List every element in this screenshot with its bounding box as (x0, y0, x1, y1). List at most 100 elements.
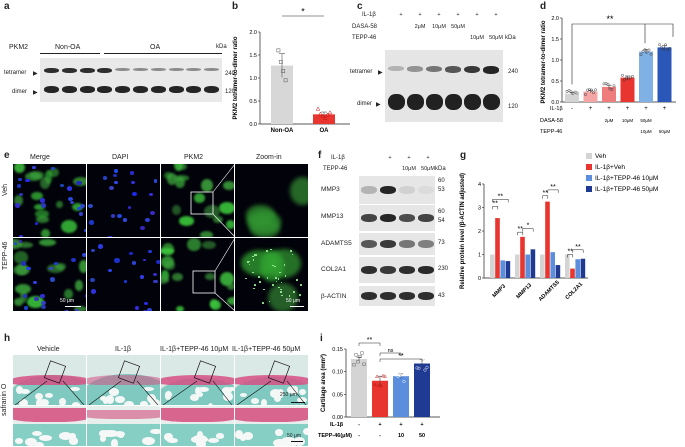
panel-c-blot (385, 50, 503, 122)
panel-h-marrow-space (223, 392, 233, 401)
panel-g-sig-label: * (527, 223, 530, 230)
panel-g-sig-label: ** (498, 193, 504, 200)
panel-c-arrow-tetramer: ▶ (378, 70, 383, 76)
panel-i-y-tick-label: 0.00 (332, 415, 343, 421)
panel-f-band (361, 240, 377, 248)
panel-a-dimer-band (133, 86, 148, 93)
panel-b-point (318, 111, 323, 116)
panel-h-zoom-marrow (275, 429, 284, 436)
panel-c-cond-cell: 50μM (451, 24, 465, 30)
panel-e-nucleus (117, 213, 122, 219)
panel-e-puncta (293, 291, 295, 293)
panel-a-dimer-band (204, 86, 220, 93)
panel-c-cond-label-1: DASA-58 (352, 24, 378, 30)
panel-b-point (315, 106, 321, 111)
panel-e-nucleus (20, 261, 26, 266)
panel-h-scalebar-label: 250 μm (280, 392, 297, 398)
panel-e-nucleus (114, 181, 118, 185)
panel-e-col-pkm2: PKM2 (184, 154, 204, 161)
panel-h-marrow-space (15, 386, 24, 395)
panel-d-cond-cell: 10μM (622, 118, 634, 123)
panel-h-marrow-space (240, 392, 248, 398)
panel-d-point (594, 88, 597, 92)
panel-i-point (383, 374, 387, 378)
panel-i-cond-cell: + (378, 422, 381, 428)
panel-e-nucleus (131, 261, 136, 266)
panel-h-zoom-marrow (207, 438, 220, 444)
panel-h-zoom-image (161, 406, 234, 446)
panel-e-cell-body (78, 259, 86, 274)
panel-c-tetramer-band (426, 66, 442, 73)
panel-g-bar (580, 258, 586, 278)
panel-h-marrow-space (190, 394, 199, 402)
panel-h-zoom-line-left (236, 380, 272, 405)
panel-e-zoom-box-veh (190, 191, 214, 215)
panel-d-y-tick-label: 0.5 (551, 79, 559, 85)
panel-h-marrow-space (292, 386, 299, 396)
panel-e-puncta (253, 254, 256, 256)
panel-h-marrow-space (298, 388, 306, 395)
panel-d-cond-cell: + (626, 106, 630, 112)
panel-e-nucleus (88, 220, 95, 225)
panel-g-legend-swatch (586, 175, 592, 181)
panel-i-bar (393, 376, 409, 417)
panel-e-nucleus (23, 294, 27, 298)
panel-e-puncta (272, 264, 274, 267)
panel-d-cond-cell: + (607, 106, 611, 112)
panel-letter-h: h (4, 333, 11, 344)
panel-a-dimer-label: dimer (12, 89, 28, 95)
panel-g-bar (570, 268, 575, 278)
panel-d-point (621, 73, 624, 77)
panel-c-dimer-label: dimer (357, 101, 373, 107)
panel-b-point (276, 48, 281, 53)
panel-h-zoom-marrow (31, 430, 42, 436)
panel-d-point (631, 75, 634, 78)
panel-g-bar (505, 261, 511, 278)
panel-h-scalebar (291, 402, 305, 403)
panel-f-blot (359, 205, 435, 231)
panel-f-band (380, 266, 396, 274)
panel-d-point (588, 88, 591, 92)
panel-f-protein-label: COL2A1 (321, 266, 346, 273)
panel-e-zoom-line-veh-top (212, 164, 236, 193)
panel-i-point (404, 371, 408, 375)
panel-d-bar (657, 47, 672, 102)
panel-c-arrow-dimer: ▶ (376, 102, 381, 108)
panel-e-nucleus (142, 258, 146, 262)
panel-h-zoom-marrow (68, 436, 79, 445)
panel-f-band (380, 292, 396, 300)
panel-h-marrow-space (18, 399, 28, 405)
panel-e-cell-body (204, 273, 215, 280)
panel-letter-i: i (320, 333, 323, 344)
panel-f-blot (359, 233, 435, 255)
panel-c-cond-cell: + (475, 12, 479, 18)
panel-e-nucleus (122, 218, 128, 222)
panel-e-image-tepp-merge (13, 238, 86, 311)
panel-g-y-tick-label: 0 (478, 276, 481, 282)
panel-e-puncta (252, 271, 254, 274)
panel-e-cell-body (40, 177, 50, 190)
panel-i-point (352, 363, 356, 367)
panel-d-point (660, 46, 663, 49)
panel-e-nucleus (102, 175, 108, 180)
panel-e-nucleus (131, 180, 135, 184)
panel-h-zoom-marrow (284, 439, 296, 446)
panel-h-marrow-space (58, 398, 66, 405)
panel-e-cell-body (60, 219, 78, 234)
panel-e-cell-body (178, 215, 195, 226)
panel-i-sig-bracket (358, 342, 381, 346)
panel-a-tetramer-band (97, 68, 113, 73)
panel-c-mw-120: 120 (508, 104, 519, 110)
panel-e-nucleus (91, 248, 95, 252)
panel-e-nucleus (108, 185, 114, 191)
panel-letter-f: f (318, 150, 322, 161)
panel-d-point (643, 48, 647, 52)
panel-g-bar (550, 252, 555, 278)
panel-i-point (421, 359, 425, 363)
panel-e-image-veh-pkm2 (161, 164, 234, 237)
panel-e-nucleus (32, 165, 36, 169)
panel-c-cond-cell: 50μM (489, 35, 503, 41)
panel-e-puncta (298, 294, 301, 296)
panel-e-puncta (290, 250, 292, 252)
panel-g-bar (495, 218, 500, 278)
